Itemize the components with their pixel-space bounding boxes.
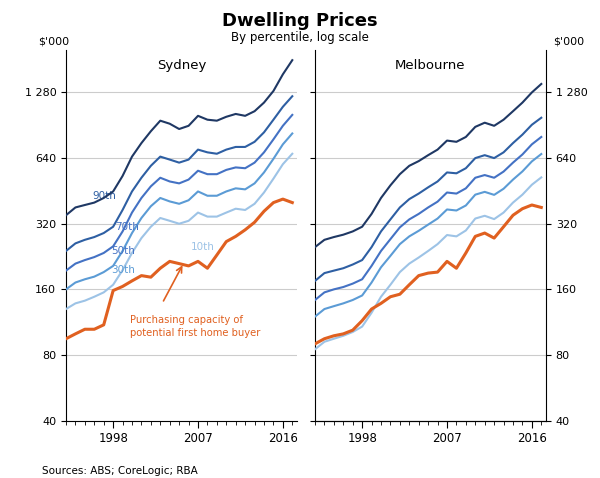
Text: Sources: ABS; CoreLogic; RBA: Sources: ABS; CoreLogic; RBA: [42, 466, 198, 476]
Text: 10th: 10th: [190, 242, 214, 252]
Text: $'000: $'000: [553, 36, 584, 46]
Text: By percentile, log scale: By percentile, log scale: [231, 31, 369, 44]
Text: Sydney: Sydney: [157, 59, 206, 73]
Text: Purchasing capacity of
potential first home buyer: Purchasing capacity of potential first h…: [130, 315, 260, 338]
Text: $'000: $'000: [38, 36, 70, 46]
Text: 30th: 30th: [111, 265, 135, 275]
Text: 90th: 90th: [92, 191, 116, 201]
Text: 70th: 70th: [115, 222, 139, 232]
Text: 50th: 50th: [111, 246, 135, 256]
Text: Dwelling Prices: Dwelling Prices: [222, 12, 378, 30]
Text: Melbourne: Melbourne: [395, 59, 466, 73]
